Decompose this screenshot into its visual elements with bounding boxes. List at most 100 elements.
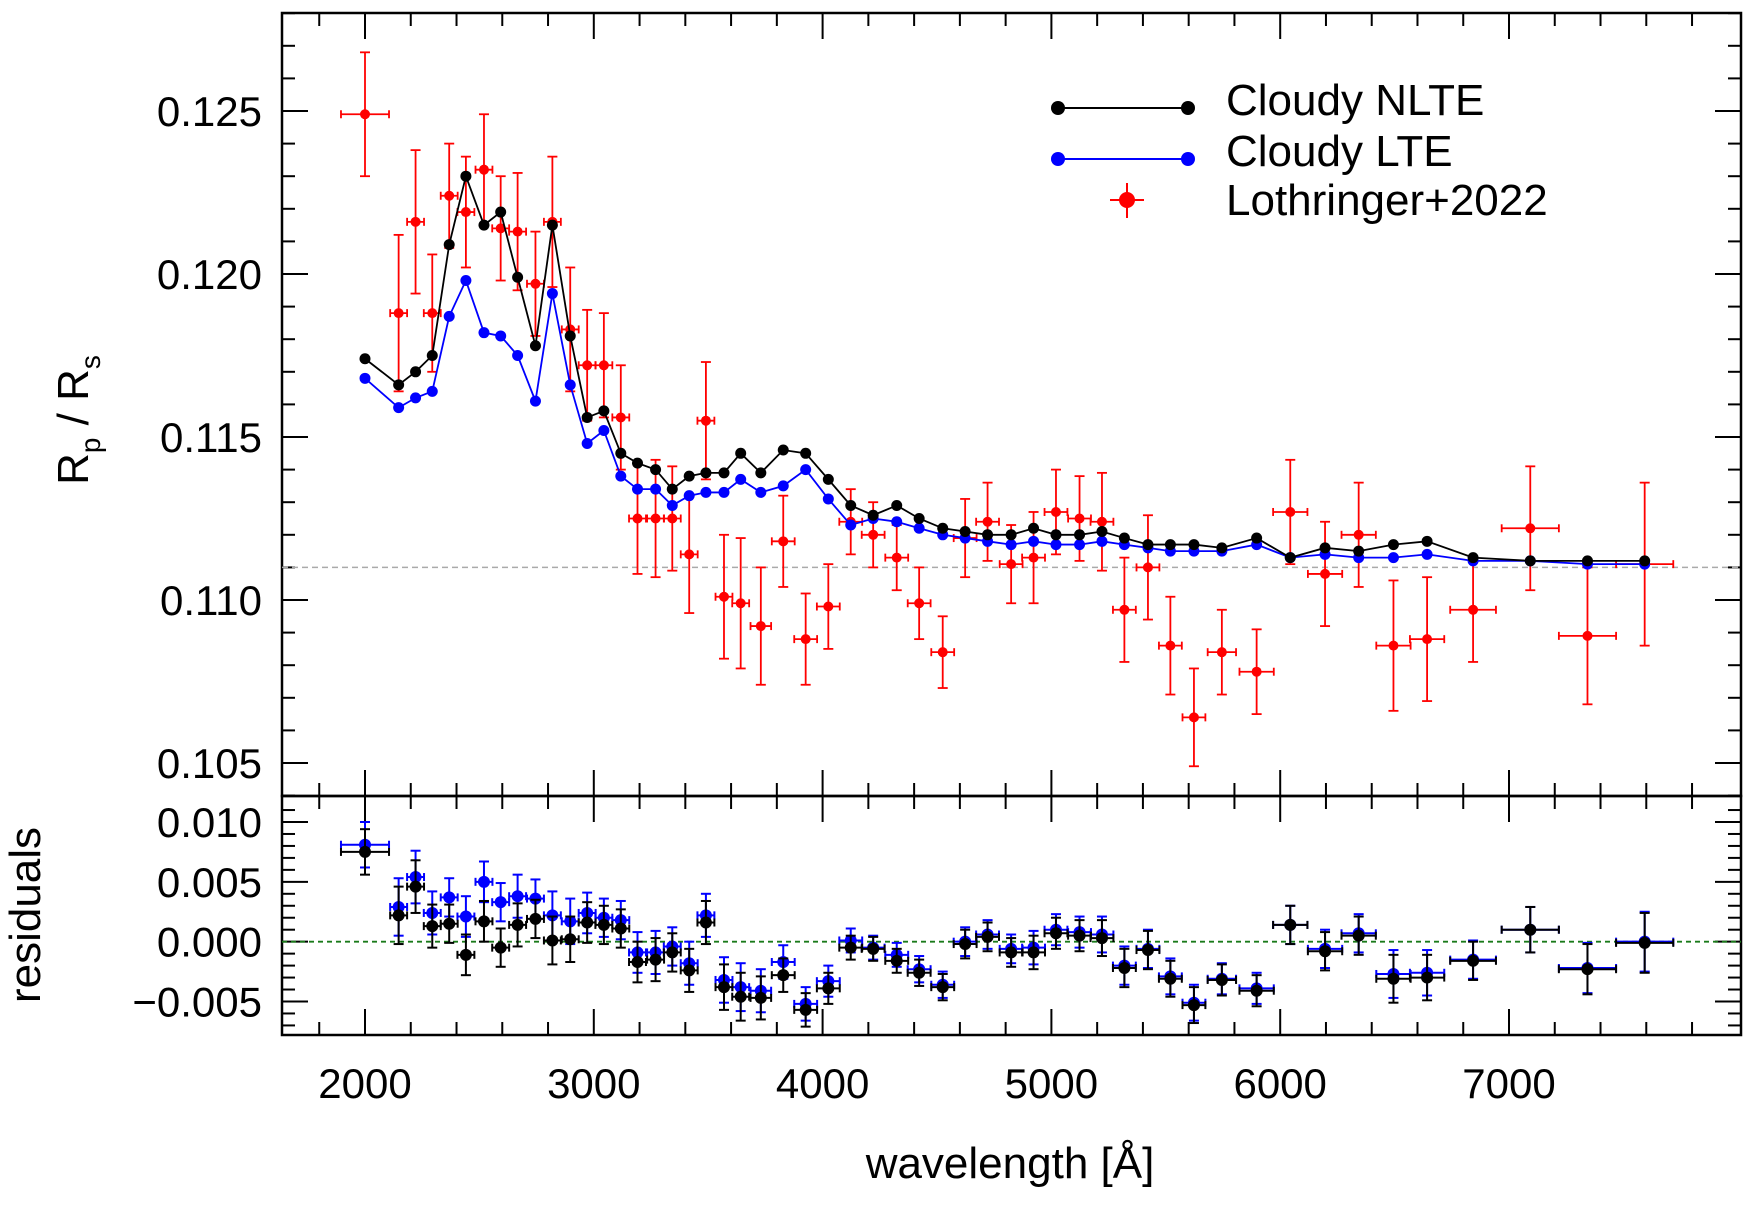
nlte-model-point <box>460 170 472 182</box>
nlte-model-point <box>1251 532 1263 544</box>
legend-label-observed: Lothringer+2022 <box>1226 176 1548 225</box>
lte-model-point <box>718 486 730 498</box>
observed-point <box>598 360 609 371</box>
observed-point <box>360 109 370 120</box>
nlte-residual-point <box>581 916 594 929</box>
nlte-model-point <box>359 353 371 365</box>
observed-point <box>460 207 471 218</box>
lte-model-point <box>512 350 524 361</box>
observed-point <box>1006 559 1017 570</box>
nlte-residual-point <box>981 930 994 943</box>
y-tick-label: 0.110 <box>160 577 262 624</box>
y-tick-label: 0.105 <box>157 740 262 787</box>
x-tick-label: 6000 <box>1233 1060 1326 1107</box>
lte-model-point <box>495 330 507 342</box>
nlte-residual-point <box>867 942 880 955</box>
lte-model-point <box>1028 535 1040 547</box>
observed-point <box>891 552 902 563</box>
y-tick-label: 0.115 <box>160 414 262 461</box>
nlte-model-point <box>1216 542 1228 554</box>
observed-point <box>582 360 593 371</box>
lte-residual-point <box>494 896 507 909</box>
nlte-model-point <box>777 444 789 456</box>
nlte-model-point <box>546 219 558 231</box>
lte-model-point <box>632 483 644 495</box>
lte-model-point <box>460 275 472 287</box>
observed-point <box>800 634 811 645</box>
nlte-residual-point <box>1638 936 1651 949</box>
y-axis-label-top: Rp / Rs <box>49 355 106 485</box>
observed-point <box>1285 506 1296 517</box>
nlte-residual-point <box>1421 971 1434 984</box>
observed-point <box>1142 562 1153 573</box>
nlte-residual-point <box>1187 999 1200 1012</box>
x-tick-label: 7000 <box>1462 1060 1555 1107</box>
observed-point <box>1119 604 1130 615</box>
nlte-model-point <box>478 219 490 231</box>
nlte-model-point <box>1387 539 1399 551</box>
nlte-model-point <box>755 467 767 479</box>
nlte-residual-point <box>494 941 507 954</box>
y-tick-label: 0.005 <box>157 859 262 906</box>
nlte-residual-point <box>699 916 712 929</box>
observed-point <box>530 278 541 289</box>
nlte-model-point <box>1581 555 1593 567</box>
nlte-model-point <box>512 271 524 283</box>
observed-point <box>1050 506 1061 517</box>
observed-point <box>615 412 626 423</box>
nlte-model-point <box>800 447 812 459</box>
nlte-residual-point <box>426 920 439 933</box>
y-tick-label: 0.010 <box>157 799 262 846</box>
nlte-residual-point <box>734 990 747 1003</box>
nlte-residual-point <box>844 941 857 954</box>
observed-point <box>478 164 489 175</box>
nlte-model-point <box>1096 526 1108 538</box>
nlte-model-line <box>364 173 1645 562</box>
residuals-panel: 2000 3000 4000 5000 6000 7000 −0.005 0.000 0.005… <box>132 794 1743 1107</box>
observed-point <box>735 598 746 609</box>
plot-frame <box>280 794 1743 1037</box>
lte-model-point <box>777 480 789 492</box>
observed-point <box>427 308 438 319</box>
x-axis-label: wavelength [Å] <box>865 1139 1155 1188</box>
nlte-residual-point <box>564 933 577 946</box>
nlte-residual-point <box>777 969 790 982</box>
observed-point <box>755 621 766 632</box>
nlte-model-point <box>959 526 971 538</box>
nlte-model-point <box>598 405 610 417</box>
observed-point <box>410 216 421 227</box>
lte-model-point <box>913 522 925 534</box>
nlte-model-point <box>666 483 678 495</box>
nlte-residual-point <box>822 982 835 995</box>
nlte-model-point <box>982 529 994 541</box>
lte-model-point <box>426 385 438 397</box>
lte-model-point <box>564 379 576 391</box>
nlte-residual-point <box>936 981 949 994</box>
x-tick-label: 5000 <box>1005 1060 1098 1107</box>
nlte-residual-point <box>666 946 679 959</box>
lte-model-point <box>666 499 678 511</box>
legend-marker-lte <box>1181 152 1195 166</box>
nlte-model-point <box>1639 555 1651 567</box>
y-tick-label: 0.120 <box>157 251 262 298</box>
spectrum-panel: 0.105 0.110 0.115 0.120 0.125 <box>157 11 1743 1035</box>
observed-point <box>667 513 678 524</box>
x-tick-label: 3000 <box>547 1060 640 1107</box>
nlte-model-point <box>700 467 712 479</box>
observed-point <box>632 513 643 524</box>
nlte-residual-point <box>1027 946 1040 959</box>
lte-residual-point <box>511 890 524 903</box>
nlte-residual-point <box>477 915 490 928</box>
nlte-residual-point <box>511 918 524 931</box>
observed-point <box>1582 630 1593 641</box>
nlte-model-point <box>1142 539 1154 551</box>
nlte-model-point <box>393 379 405 391</box>
nlte-model-point <box>683 470 695 482</box>
observed-point <box>684 549 695 560</box>
lte-model-point <box>410 392 422 404</box>
y-tick-label: 0.000 <box>157 919 262 966</box>
nlte-model-point <box>1353 545 1365 557</box>
nlte-residual-point <box>1049 927 1062 940</box>
lte-model-point <box>1074 539 1086 551</box>
lte-model-point <box>529 395 541 407</box>
